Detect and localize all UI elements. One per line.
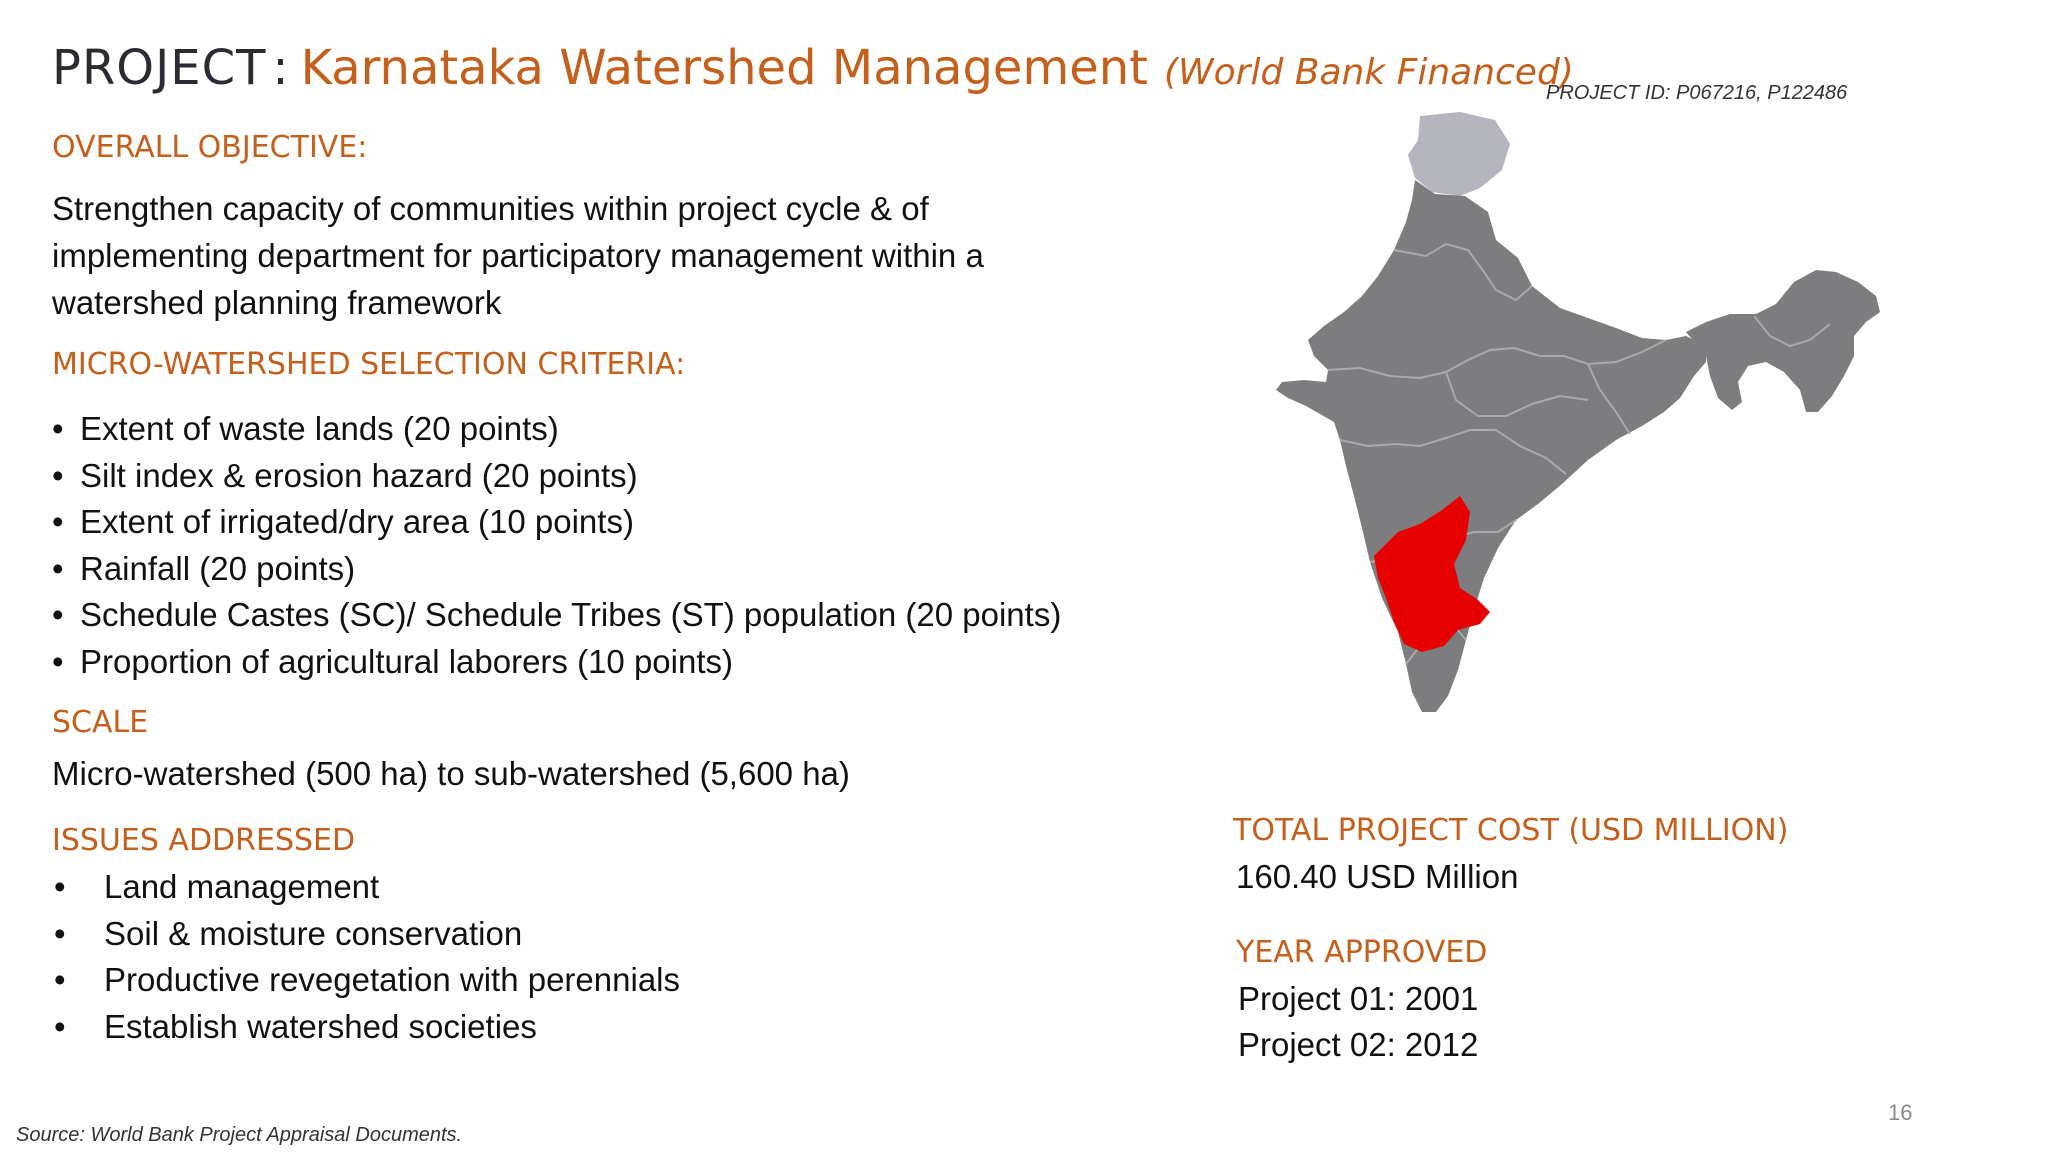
year-heading: YEAR APPROVED bbox=[1236, 935, 1488, 970]
criteria-item-text: Extent of irrigated/dry area (10 points) bbox=[80, 503, 634, 540]
map-border-line bbox=[1327, 347, 1515, 380]
criteria-list: • Extent of waste lands (20 points) • Silt… bbox=[52, 406, 1061, 685]
issues-item-text: Productive revegetation with perennials bbox=[104, 961, 681, 998]
issues-item-text: Land management bbox=[104, 868, 380, 905]
map-state-borders bbox=[1327, 242, 1831, 665]
criteria-item-text: Silt index & erosion hazard (20 points) bbox=[80, 456, 638, 494]
issues-item: • Establish watershed societies bbox=[52, 1004, 680, 1051]
source-note: Source: World Bank Project Appraisal Doc… bbox=[16, 1124, 463, 1146]
issues-item-text: Soil & moisture conservation bbox=[104, 914, 523, 952]
scale-heading: SCALE bbox=[52, 705, 149, 740]
criteria-item: • Silt index & erosion hazard (20 points) bbox=[52, 453, 1061, 500]
criteria-item-text: Proportion of agricultural laborers (10 … bbox=[80, 642, 733, 680]
bullet: • bbox=[52, 456, 64, 494]
criteria-item: • Proportion of agricultural laborers (10… bbox=[52, 639, 1061, 686]
criteria-item: • Extent of irrigated/dry area (10 points… bbox=[52, 499, 1061, 546]
issues-item: • Productive revegetation with perennials bbox=[52, 957, 680, 1004]
bullet: • bbox=[52, 503, 64, 540]
bullet: • bbox=[52, 549, 64, 587]
india-map bbox=[1270, 100, 1890, 780]
criteria-heading: MICRO-WATERSHED SELECTION CRITERIA: bbox=[52, 347, 686, 382]
bullet: • bbox=[54, 961, 66, 998]
criteria-item: • Schedule Castes (SC)/ Schedule Tribes (… bbox=[52, 592, 1061, 639]
bullet: • bbox=[52, 596, 64, 633]
criteria-item-text: Extent of waste lands (20 points) bbox=[80, 410, 559, 447]
map-karnataka-highlight bbox=[1374, 496, 1490, 652]
criteria-item: • Extent of waste lands (20 points) bbox=[52, 406, 1061, 453]
bullet: • bbox=[54, 1007, 66, 1045]
title-prefix: PROJECT bbox=[52, 40, 267, 96]
map-border-line bbox=[1495, 429, 1567, 475]
map-border-line bbox=[1339, 429, 1496, 448]
issues-item-text: Establish watershed societies bbox=[104, 1007, 537, 1045]
issues-heading: ISSUES ADDRESSED bbox=[52, 823, 356, 858]
criteria-item-text: Rainfall (20 points) bbox=[80, 549, 356, 587]
map-north-region bbox=[1408, 112, 1510, 196]
criteria-item-text: Schedule Castes (SC)/ Schedule Tribes (S… bbox=[80, 596, 1062, 633]
map-border-line bbox=[1753, 315, 1831, 348]
cost-value: 160.40 USD Million bbox=[1236, 858, 1519, 895]
cost-heading: TOTAL PROJECT COST (USD MILLION) bbox=[1233, 813, 1789, 848]
issues-item: • Soil & moisture conservation bbox=[52, 911, 680, 958]
bullet: • bbox=[52, 410, 64, 447]
title-financing: (World Bank Financed) bbox=[1163, 52, 1574, 93]
map-border-line bbox=[1587, 363, 1631, 435]
issues-list: • Land management • Soil & moisture conser… bbox=[52, 864, 680, 1050]
bullet: • bbox=[52, 642, 64, 680]
page-number: 16 bbox=[1888, 1100, 1913, 1125]
issues-item: • Land management bbox=[52, 864, 680, 911]
project-id: PROJECT ID: P067216, P122486 bbox=[1546, 82, 1848, 104]
bullet: • bbox=[54, 914, 66, 952]
map-north-east bbox=[1686, 270, 1880, 412]
map-country-mainland bbox=[1276, 180, 1706, 712]
title-project-name: Karnataka Watershed Management bbox=[300, 40, 1148, 96]
slide-title: PROJECT : Karnataka Watershed Management… bbox=[52, 40, 1574, 110]
scale-text: Micro-watershed (500 ha) to sub-watershe… bbox=[52, 755, 850, 792]
criteria-item: • Rainfall (20 points) bbox=[52, 546, 1061, 593]
map-border-line bbox=[1393, 242, 1533, 302]
objective-text: Strengthen capacity of communities withi… bbox=[52, 190, 984, 321]
year-project-01: Project 01: 2001 bbox=[1238, 980, 1479, 1017]
map-border-line bbox=[1445, 371, 1589, 417]
bullet: • bbox=[54, 868, 66, 905]
title-colon: : bbox=[272, 40, 289, 96]
year-project-02: Project 02: 2012 bbox=[1238, 1026, 1479, 1063]
objective-heading: OVERALL OBJECTIVE: bbox=[52, 130, 368, 165]
